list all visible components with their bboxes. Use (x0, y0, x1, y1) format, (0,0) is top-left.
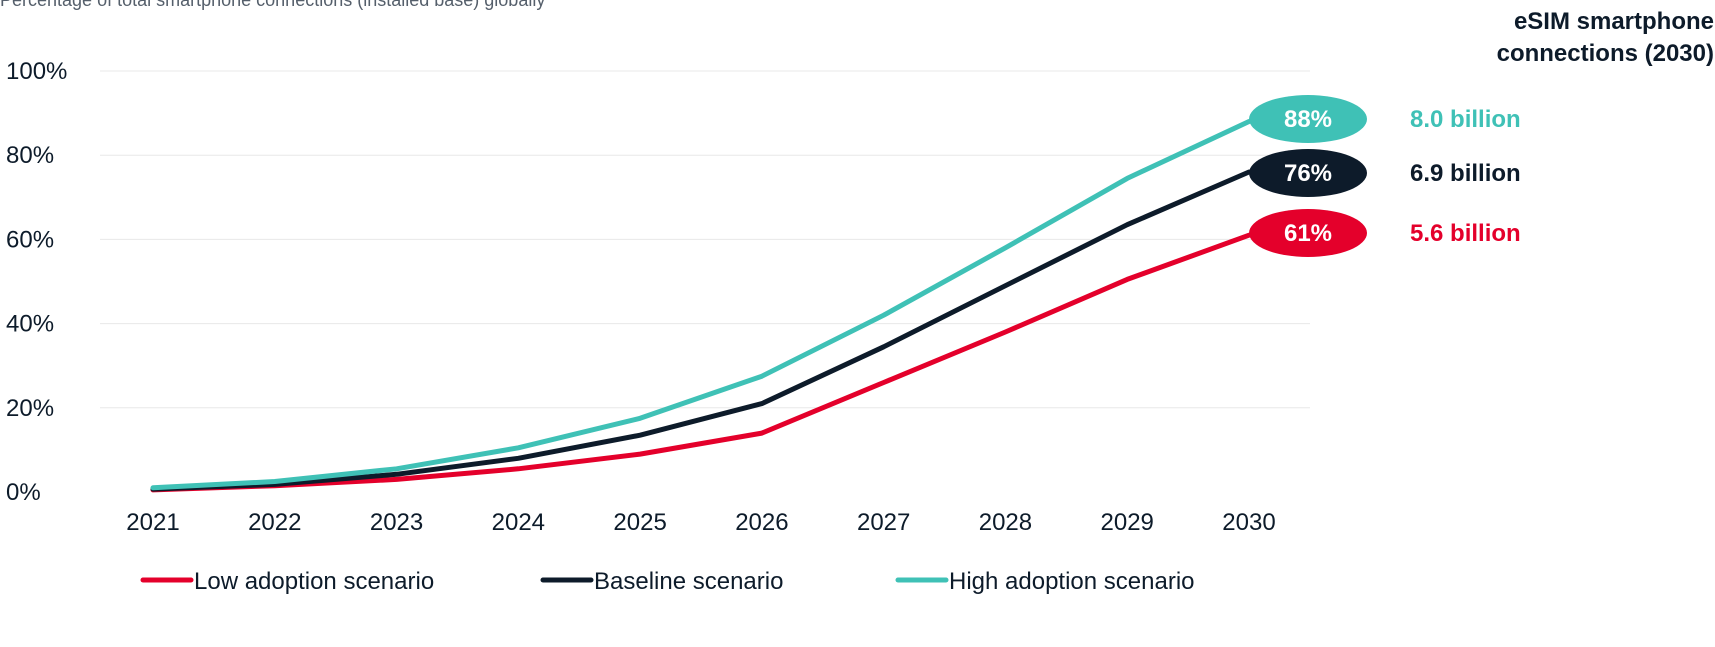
chart-subtitle: Percentage of total smartphone connectio… (0, 0, 546, 10)
end-badges: 61% 5.6 billion 76% 6.9 billion 88% 8.0 billi… (1249, 95, 1521, 257)
connections-2030-label: 6.9 billion (1410, 160, 1521, 187)
end-value-label: 76% (1284, 160, 1332, 187)
x-tick-label: 2021 (126, 509, 179, 536)
series-line (150, 169, 1252, 492)
y-tick-label: 20% (6, 395, 54, 422)
y-tick-label: 100% (6, 58, 67, 85)
x-tick-label: 2022 (248, 509, 301, 536)
x-tick-label: 2027 (857, 509, 910, 536)
end-value-badge (1249, 149, 1367, 197)
x-tick-label: 2023 (370, 509, 423, 536)
y-tick-label: 0% (6, 479, 41, 506)
series-lines (150, 119, 1252, 493)
x-tick-label: 2030 (1222, 509, 1275, 536)
x-tick-label: 2029 (1101, 509, 1154, 536)
y-tick-label: 80% (6, 142, 54, 169)
gridlines (100, 70, 1310, 409)
legend-label: Baseline scenario (594, 568, 783, 595)
x-tick-label: 2028 (979, 509, 1032, 536)
series-line (150, 119, 1252, 491)
x-axis-ticks: 2021 2022 2023 2024 2025 2026 2027 2028 2029 2030 (126, 509, 1275, 536)
end-value-badge (1249, 209, 1367, 257)
x-tick-label: 2024 (492, 509, 545, 536)
end-value-label: 61% (1284, 220, 1332, 247)
y-axis-ticks: 0% 20% 40% 60% 80% 100% (6, 58, 67, 506)
end-value-label: 88% (1284, 106, 1332, 133)
side-header: eSIM smartphone connections (2030) (1496, 8, 1714, 67)
series-line (150, 232, 1252, 493)
x-tick-label: 2025 (613, 509, 666, 536)
legend: Low adoption scenario Baseline scenario Hi… (140, 568, 1195, 595)
y-tick-label: 40% (6, 311, 54, 338)
y-tick-label: 60% (6, 226, 54, 253)
x-tick-label: 2026 (735, 509, 788, 536)
end-value-badge (1249, 95, 1367, 143)
legend-label: Low adoption scenario (194, 568, 434, 595)
connections-2030-label: 5.6 billion (1410, 220, 1521, 247)
legend-label: High adoption scenario (949, 568, 1195, 595)
connections-2030-label: 8.0 billion (1410, 106, 1521, 133)
